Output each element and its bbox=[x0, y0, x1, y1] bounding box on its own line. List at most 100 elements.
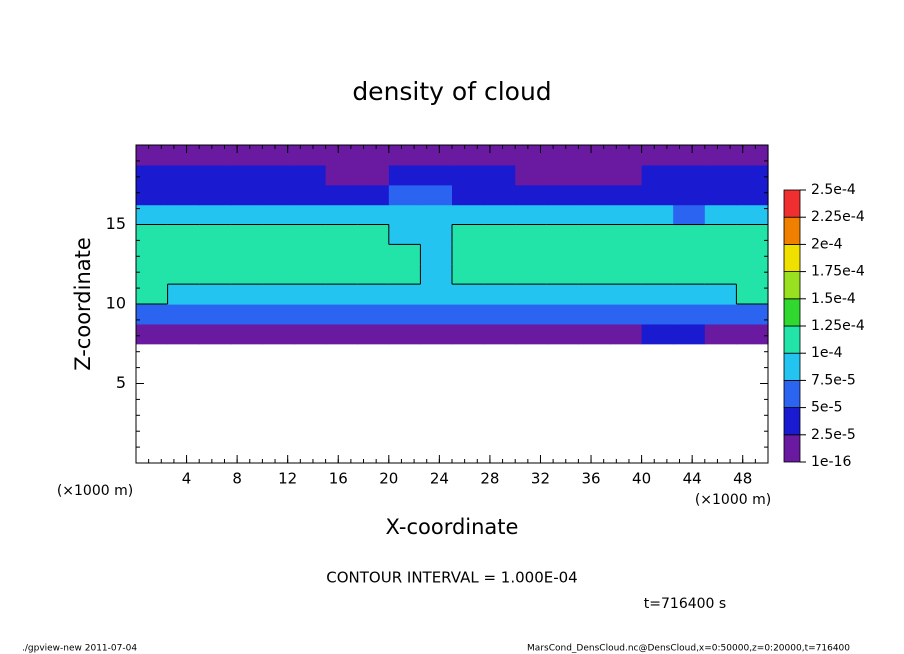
cell bbox=[325, 264, 358, 285]
cell bbox=[167, 323, 200, 345]
colorbar-box bbox=[783, 325, 801, 354]
cell bbox=[673, 244, 706, 265]
cell bbox=[136, 304, 169, 325]
cell bbox=[420, 244, 453, 265]
cell bbox=[388, 323, 421, 345]
cell bbox=[294, 145, 327, 166]
cell bbox=[578, 284, 611, 305]
cell bbox=[388, 184, 421, 206]
colorbar-label: 1e-4 bbox=[811, 345, 843, 361]
cell bbox=[136, 204, 169, 226]
cell bbox=[610, 224, 643, 245]
cell bbox=[610, 164, 643, 186]
cell bbox=[610, 244, 643, 265]
cell bbox=[262, 264, 295, 285]
cell bbox=[704, 184, 737, 206]
cell bbox=[167, 184, 200, 206]
cell bbox=[483, 164, 516, 186]
cell bbox=[325, 184, 358, 206]
cell bbox=[452, 204, 485, 226]
cell bbox=[578, 184, 611, 206]
cell bbox=[641, 304, 674, 325]
cell bbox=[167, 264, 200, 285]
cell bbox=[452, 244, 485, 265]
cell bbox=[673, 224, 706, 245]
cell bbox=[357, 224, 390, 245]
cell bbox=[262, 184, 295, 206]
cell bbox=[673, 284, 706, 305]
cell bbox=[388, 164, 421, 186]
cell bbox=[452, 224, 485, 245]
cell bbox=[610, 284, 643, 305]
cell bbox=[610, 145, 643, 166]
colorbar-label: 1.75e-4 bbox=[811, 264, 865, 280]
cell bbox=[388, 264, 421, 285]
cell bbox=[325, 323, 358, 345]
cell bbox=[736, 264, 769, 285]
cell bbox=[230, 284, 263, 305]
cell bbox=[704, 304, 737, 325]
colorbar-box bbox=[783, 271, 801, 300]
cell bbox=[515, 284, 548, 305]
cell bbox=[167, 304, 200, 325]
cell bbox=[515, 264, 548, 285]
cell bbox=[294, 224, 327, 245]
x-tick-label: 44 bbox=[683, 470, 702, 488]
cell bbox=[420, 304, 453, 325]
y-tick-label: 5 bbox=[116, 373, 126, 392]
colorbar-box bbox=[783, 298, 801, 327]
cell bbox=[420, 264, 453, 285]
cell bbox=[704, 264, 737, 285]
cell bbox=[262, 323, 295, 345]
cell bbox=[420, 224, 453, 245]
colorbar-box bbox=[783, 379, 801, 408]
cell bbox=[357, 164, 390, 186]
cell bbox=[546, 184, 579, 206]
footer-right: MarsCond_DensCloud.nc@DensCloud,x=0:5000… bbox=[527, 644, 850, 654]
cell bbox=[736, 304, 769, 325]
y-axis-label: Z-coordinate bbox=[71, 237, 95, 371]
cell bbox=[610, 264, 643, 285]
cell bbox=[641, 323, 674, 345]
x-tick-label: 28 bbox=[480, 470, 499, 488]
cell bbox=[515, 224, 548, 245]
footer-left: ./gpview-new 2011-07-04 bbox=[22, 644, 137, 654]
cell bbox=[546, 244, 579, 265]
cell bbox=[546, 204, 579, 226]
cell bbox=[483, 244, 516, 265]
contour-interval: CONTOUR INTERVAL = 1.000E-04 bbox=[326, 569, 577, 587]
cell bbox=[736, 164, 769, 186]
cell bbox=[230, 244, 263, 265]
chart-title: density of cloud bbox=[352, 77, 551, 106]
x-tick-label: 36 bbox=[581, 470, 600, 488]
cell bbox=[357, 284, 390, 305]
x-tick-label: 24 bbox=[430, 470, 449, 488]
colorbar-box bbox=[783, 189, 801, 218]
cell bbox=[388, 304, 421, 325]
cell bbox=[578, 204, 611, 226]
cell bbox=[546, 145, 579, 166]
cell bbox=[515, 323, 548, 345]
cell bbox=[357, 304, 390, 325]
cell bbox=[262, 204, 295, 226]
cell bbox=[673, 164, 706, 186]
cell bbox=[673, 145, 706, 166]
cell bbox=[736, 284, 769, 305]
cell bbox=[546, 323, 579, 345]
cell bbox=[546, 264, 579, 285]
cell bbox=[167, 284, 200, 305]
cell bbox=[230, 164, 263, 186]
colorbar-box bbox=[783, 216, 801, 245]
y-unit: (×1000 m) bbox=[57, 483, 133, 499]
cell bbox=[673, 264, 706, 285]
cell bbox=[167, 204, 200, 226]
x-tick-label: 8 bbox=[232, 470, 242, 488]
cell bbox=[704, 145, 737, 166]
cell bbox=[673, 204, 706, 226]
cell bbox=[546, 164, 579, 186]
y-tick-label: 10 bbox=[106, 294, 126, 313]
cell bbox=[452, 145, 485, 166]
x-tick-label: 20 bbox=[379, 470, 398, 488]
colorbar-label: 5e-5 bbox=[811, 400, 842, 416]
cell bbox=[325, 284, 358, 305]
